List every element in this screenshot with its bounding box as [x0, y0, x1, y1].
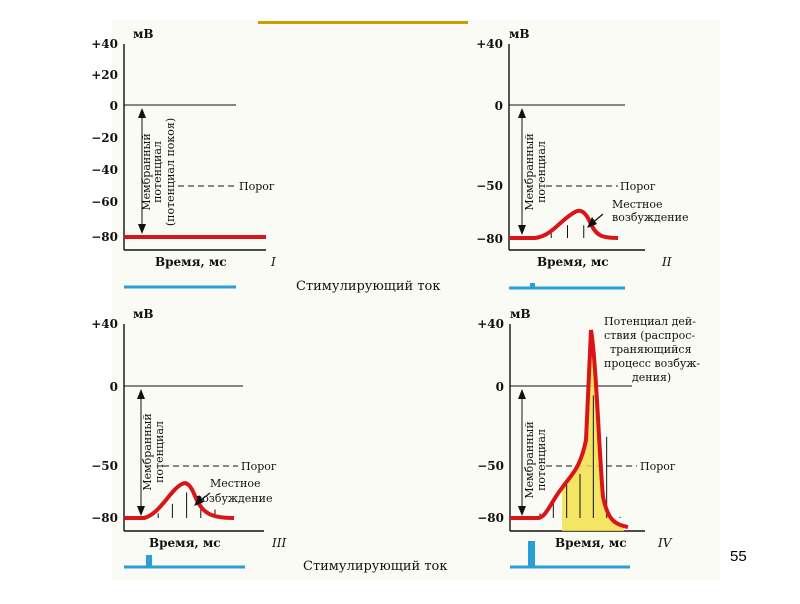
- y-tick-label: +20: [91, 68, 118, 82]
- y-tick-label: 0: [496, 380, 504, 394]
- potential-curve: [124, 481, 235, 520]
- annotation-line1: Местное: [612, 198, 662, 211]
- y-tick-label: −50: [477, 459, 504, 473]
- panel-I: мВ Порог +40 +20 0 −20 −40 −60 −80 Мембр…: [91, 27, 276, 289]
- y-tick-label: +40: [91, 317, 118, 331]
- stimulus-pulse: [530, 283, 535, 288]
- annotation-line1: Потенциал дей-: [604, 315, 696, 328]
- unit-label: мВ: [510, 307, 531, 321]
- membrane-label-line2: потенциал: [535, 429, 548, 491]
- time-label: Время, мс: [155, 255, 227, 269]
- figure-background: [112, 20, 720, 580]
- potential-curve: [509, 208, 619, 240]
- annotation-arrow-head: [194, 495, 204, 506]
- arrow-head-bottom: [138, 224, 146, 234]
- y-tick-label: −50: [476, 179, 503, 193]
- annotation-line5: дения): [632, 371, 671, 384]
- panel-number: I: [270, 255, 276, 269]
- panel-number: III: [271, 536, 286, 550]
- panel-IV: мВ Порог +40 0 −50 −80 Мембранный потенц…: [477, 307, 700, 569]
- arrow-head-top: [138, 108, 146, 118]
- arrow-head-top: [518, 389, 526, 399]
- stimulus-pulse: [146, 555, 152, 567]
- potential-curve: [510, 329, 629, 529]
- threshold-label: Порог: [241, 460, 277, 473]
- panel-number: II: [661, 255, 672, 269]
- membrane-label-line1: Мембранный: [140, 133, 153, 210]
- annotation-line2: возбуждение: [612, 211, 688, 224]
- membrane-label-line2: потенциал: [153, 421, 166, 483]
- membrane-label: Мембранный потенциал: [523, 421, 548, 498]
- threshold-label: Порог: [640, 460, 676, 473]
- stimulus-label: Стимулирующий ток: [296, 279, 440, 294]
- y-tick-label: 0: [110, 99, 118, 113]
- y-tick-label: −20: [91, 131, 118, 145]
- annotation-line2: возбуждение: [196, 492, 272, 505]
- annotation-arrow-head: [587, 217, 597, 228]
- y-tick-label: +40: [477, 317, 504, 331]
- membrane-label-line1: Мембранный: [523, 421, 536, 498]
- annotation-line3: траняющийся: [610, 343, 692, 356]
- membrane-label: Мембранный потенциал (потенциал покоя): [140, 118, 177, 226]
- y-tick-label: −80: [476, 232, 503, 246]
- stimulus-pulse: [528, 541, 535, 567]
- unit-label: мВ: [133, 27, 154, 41]
- y-tick-label: +40: [476, 37, 503, 51]
- resting-label: (потенциал покоя): [164, 118, 177, 226]
- y-tick-label: 0: [110, 380, 118, 394]
- membrane-label-line2: потенциал: [535, 141, 548, 203]
- threshold-label: Порог: [239, 180, 275, 193]
- threshold-label: Порог: [620, 180, 656, 193]
- membrane-label-line1: Мембранный: [523, 133, 536, 210]
- time-label: Время, мс: [149, 536, 221, 550]
- arrow-head-top: [137, 389, 145, 399]
- page-number: 55: [730, 548, 747, 565]
- unit-label: мВ: [133, 307, 154, 321]
- panel-II: мВ Порог +40 0 −50 −80 Мембранный потенц…: [476, 27, 688, 290]
- y-tick-label: 0: [495, 99, 503, 113]
- membrane-label: Мембранный потенциал: [141, 413, 166, 490]
- membrane-label-line1: Мембранный: [141, 413, 154, 490]
- membrane-label-line2: потенциал: [151, 141, 164, 203]
- y-tick-label: −40: [91, 163, 118, 177]
- annotation-line4: процесс возбуж-: [604, 357, 700, 370]
- annotation-line2: ствия (распрос-: [604, 329, 695, 342]
- arrow-head-bottom: [137, 506, 145, 516]
- arrow-head-bottom: [518, 506, 526, 516]
- arrow-head-top: [518, 108, 526, 118]
- y-tick-label: −80: [477, 511, 504, 525]
- y-tick-label: −60: [91, 195, 118, 209]
- y-tick-label: +40: [91, 37, 118, 51]
- unit-label: мВ: [509, 27, 530, 41]
- panel-III: мВ Порог +40 0 −50 −80 Мембранный потенц…: [91, 307, 286, 569]
- panel-number: IV: [657, 536, 673, 550]
- y-tick-label: −80: [91, 511, 118, 525]
- time-label: Время, мс: [537, 255, 609, 269]
- arrow-head-bottom: [518, 225, 526, 235]
- title-bar: [258, 21, 468, 24]
- stimulus-label: Стимулирующий ток: [303, 559, 447, 574]
- y-tick-label: −80: [91, 230, 118, 244]
- bars-II: [550, 225, 601, 238]
- annotation-line1: Местное: [210, 477, 260, 490]
- time-label: Время, мс: [555, 536, 627, 550]
- y-tick-label: −50: [91, 459, 118, 473]
- membrane-label: Мембранный потенциал: [523, 133, 548, 210]
